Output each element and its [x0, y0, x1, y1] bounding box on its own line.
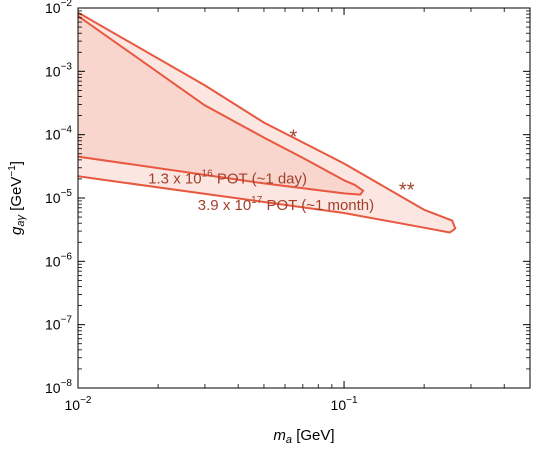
y-tick-label: 10−5 — [45, 188, 72, 206]
plot-frame — [77, 7, 531, 389]
region-0-marker: ** — [399, 180, 415, 202]
region-1-contour — [77, 15, 365, 196]
x-tick-label: 10−1 — [331, 395, 358, 413]
region-0-contour — [77, 11, 457, 234]
y-axis-label: gaγ [GeV−1] — [7, 161, 27, 235]
region-1-label: 1.3 x 1016 POT (~1 day) — [148, 168, 307, 187]
x-axis-label: ma [GeV] — [273, 427, 334, 446]
y-tick-label: 10−7 — [45, 315, 72, 333]
y-tick-label: 10−2 — [45, 0, 72, 16]
region-1-marker: * — [289, 127, 297, 149]
y-tick-label: 10−3 — [45, 61, 72, 79]
y-tick-label: 10−4 — [45, 125, 72, 143]
region-labels: 3.9 x 1017 POT (~1 month) ** 1.3 x 1016 PO… — [148, 127, 415, 214]
y-tick-label: 10−6 — [45, 251, 72, 269]
y-tick-label: 10−8 — [45, 378, 72, 396]
x-tick-label: 10−2 — [65, 395, 92, 413]
tick-labels: 10−8 10−7 10−6 10−5 10−4 10−3 10−2 10−2 10−1 — [45, 0, 358, 413]
sensitivity-regions — [77, 11, 457, 234]
region-0-label: 3.9 x 1017 POT (~1 month) — [198, 195, 374, 214]
